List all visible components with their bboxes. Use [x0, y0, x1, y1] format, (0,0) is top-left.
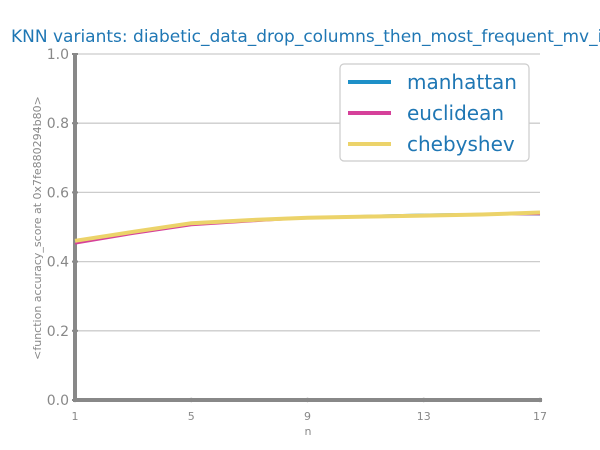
x-tick-mark	[189, 397, 194, 403]
y-ticks: 0.0 0.2 0.4 0.6 0.8 1.0	[47, 47, 78, 409]
y-tick-label: 0.6	[47, 185, 69, 201]
series-line-chebyshev	[74, 210, 541, 243]
x-tick-label: 13	[417, 410, 431, 423]
legend-box	[339, 63, 530, 162]
x-tick-mark	[72, 397, 78, 403]
legend-label-euclidean: euclidean	[407, 101, 504, 125]
y-tick-label: 1.0	[47, 47, 69, 63]
y-tick-label: 0.8	[47, 116, 69, 132]
chart-title: KNN variants: diabetic_data_drop_columns…	[11, 27, 600, 47]
y-tick-label: 0.4	[47, 255, 69, 271]
series-lines	[74, 210, 541, 245]
x-tick-mark	[305, 397, 310, 403]
x-tick-label: 17	[533, 410, 547, 423]
x-tick-mark	[537, 397, 543, 403]
x-ticks: 1 5 9 13 17	[72, 397, 547, 423]
legend: manhattan euclidean chebyshev	[339, 63, 530, 162]
x-tick-mark	[421, 397, 426, 403]
x-tick-label: 9	[304, 410, 311, 423]
legend-label-manhattan: manhattan	[407, 70, 517, 94]
x-axis-label: n	[305, 425, 312, 438]
y-tick-label: 0.0	[47, 393, 69, 409]
x-tick-label: 5	[188, 410, 195, 423]
y-axis-label: <function accuracy_score at 0x7fe880294b…	[31, 96, 44, 360]
y-tick-label: 0.2	[47, 324, 69, 340]
x-tick-label: 1	[72, 410, 79, 423]
legend-label-chebyshev: chebyshev	[407, 132, 515, 156]
